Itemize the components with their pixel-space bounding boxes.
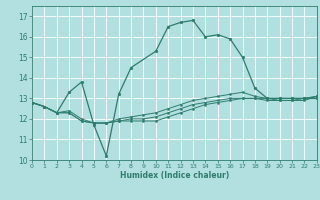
X-axis label: Humidex (Indice chaleur): Humidex (Indice chaleur) [120,171,229,180]
